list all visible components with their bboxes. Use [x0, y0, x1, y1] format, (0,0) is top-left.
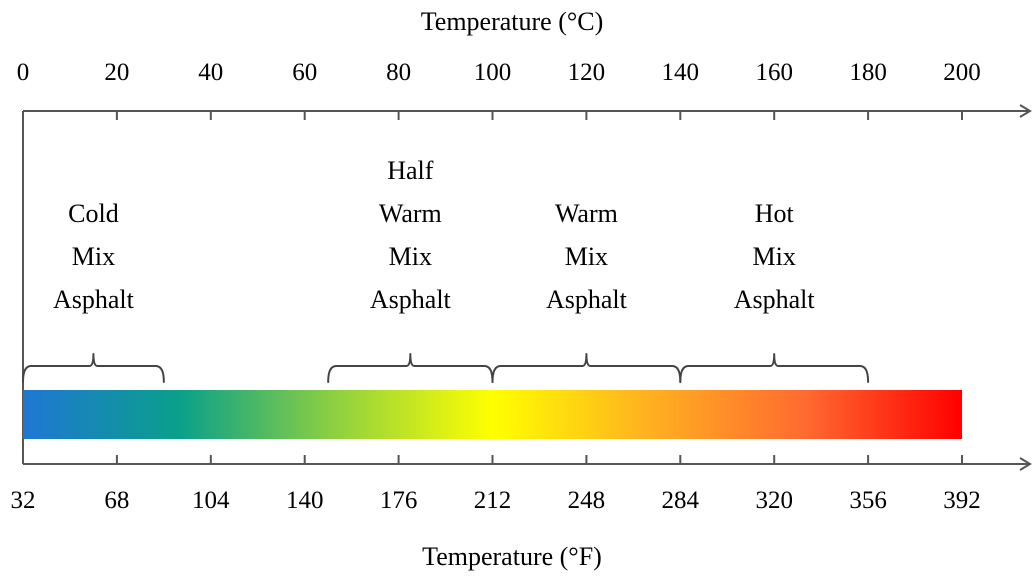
range-label-line: Mix [753, 242, 796, 271]
top-axis-tick-label: 120 [568, 59, 606, 86]
top-axis-title: Temperature (°C) [421, 7, 604, 36]
top-axis-tick-label: 180 [849, 59, 887, 86]
range-label-line: Asphalt [546, 285, 628, 314]
range-label-line: Asphalt [370, 285, 452, 314]
range-braces [22, 353, 870, 383]
bottom-axis-arrow [1019, 457, 1032, 471]
bottom-axis-tick-label: 68 [104, 487, 129, 514]
range-brace [679, 353, 870, 383]
top-axis-tick-label: 140 [662, 59, 700, 86]
bottom-axis-tick-label: 320 [755, 487, 793, 514]
range-brace [22, 353, 165, 383]
top-axis-tick-label: 80 [386, 59, 411, 86]
bottom-axis-title: Temperature (°F) [422, 542, 602, 571]
bottom-axis-tick-label: 248 [568, 487, 606, 514]
bottom-axis-tick-label: 212 [474, 487, 512, 514]
range-labels: Cold Mix Asphalt Half Warm Mix Asphalt Warm Mix A… [53, 156, 815, 314]
top-axis-tick-labels: 0 20 40 60 80 100 120 140 160 180 200 [17, 59, 981, 86]
bottom-axis-tick-marks [115, 455, 963, 464]
range-label-line: Mix [565, 242, 608, 271]
range-label-line: Cold [68, 199, 119, 228]
range-label-line: Asphalt [53, 285, 135, 314]
top-axis-arrow [1019, 104, 1032, 118]
top-axis-tick-label: 160 [755, 59, 793, 86]
bottom-axis-tick-label: 140 [286, 487, 324, 514]
range-label-line: Hot [755, 199, 795, 228]
top-axis-tick-label: 0 [17, 59, 30, 86]
range-label-line: Mix [389, 242, 432, 271]
range-label: Hot Mix Asphalt [734, 199, 816, 314]
bottom-axis-tick-label: 392 [943, 487, 981, 514]
bottom-axis-tick-label: 32 [11, 487, 36, 514]
range-label-line: Asphalt [734, 285, 816, 314]
range-label-line: Warm [555, 199, 618, 228]
top-axis-tick-label: 100 [474, 59, 512, 86]
top-axis-tick-label: 60 [292, 59, 317, 86]
range-label-line: Warm [379, 199, 442, 228]
bottom-axis-tick-labels: 32 68 104 140 176 212 248 284 320 356 392 [11, 487, 981, 514]
bottom-axis-tick-label: 284 [662, 487, 700, 514]
bottom-axis-tick-label: 356 [849, 487, 887, 514]
range-brace [491, 353, 682, 383]
range-label: Cold Mix Asphalt [53, 199, 135, 314]
range-label: Half Warm Mix Asphalt [370, 156, 452, 314]
range-label: Warm Mix Asphalt [546, 199, 628, 314]
top-axis-tick-label: 20 [104, 59, 129, 86]
bottom-axis-tick-label: 104 [192, 487, 230, 514]
bottom-axis-tick-label: 176 [380, 487, 418, 514]
temperature-gradient-bar [23, 390, 962, 439]
top-axis-tick-marks [115, 111, 963, 120]
top-axis-tick-label: 200 [943, 59, 981, 86]
range-brace [327, 353, 494, 383]
range-label-line: Half [387, 156, 434, 185]
range-label-line: Mix [72, 242, 115, 271]
top-axis-tick-label: 40 [198, 59, 223, 86]
